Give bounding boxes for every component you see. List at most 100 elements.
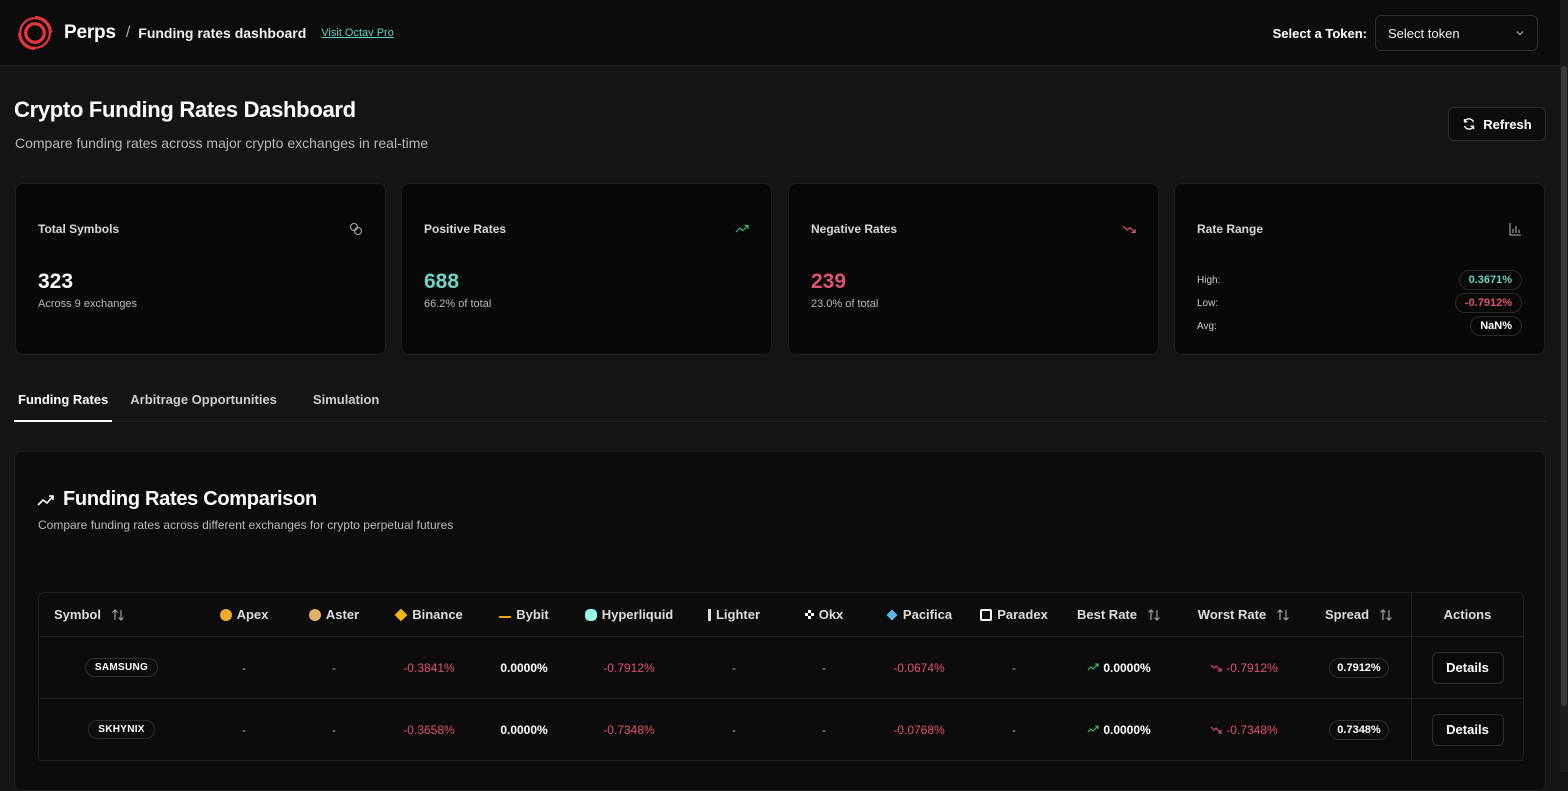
positive-rates-card: Positive Rates 688 66.2% of total (401, 183, 772, 355)
details-button[interactable]: Details (1431, 651, 1504, 684)
table-row: SKHYNIX - - -0.3658% 0.0000% -0.7348% - … (39, 699, 1523, 761)
bybit-logo-icon (499, 612, 512, 618)
column-header-label: Spread (1324, 607, 1370, 622)
column-header-label: Paradex (997, 607, 1048, 622)
best-rate-value: 0.0000% (1103, 660, 1151, 675)
binance-rate: -0.3841% (403, 660, 455, 675)
column-header-symbol[interactable]: Symbol (54, 593, 204, 636)
token-selector-group: Select a Token: Select token (1273, 15, 1538, 51)
range-high-row: High: 0.3671% (1197, 270, 1522, 290)
tab-simulation[interactable]: Simulation (312, 392, 380, 407)
lighter-logo-icon (707, 608, 711, 621)
symbol-cell: SKHYNIX (54, 699, 189, 760)
apex-rate: - (242, 660, 246, 675)
column-header-hyperliquid: Hyperliquid (569, 593, 689, 636)
trending-up-icon (1087, 663, 1099, 671)
page-subtitle: Compare funding rates across major crypt… (15, 135, 429, 151)
okx-logo-icon (804, 610, 814, 619)
page-title: Crypto Funding Rates Dashboard (14, 97, 356, 122)
top-bar: Perps / Funding rates dashboard Visit Oc… (0, 0, 1560, 66)
symbol-badge: SAMSUNG (84, 658, 159, 677)
column-header-okx: Okx (779, 593, 869, 636)
panel-subtitle: Compare funding rates across different e… (38, 518, 454, 532)
column-header-label: Binance (412, 607, 463, 622)
range-avg-label: Avg: (1197, 320, 1217, 332)
column-header-label: Hyperliquid (601, 607, 674, 622)
hyperliquid-logo-icon (584, 608, 597, 621)
hyperliquid-rate: -0.7348% (603, 722, 655, 737)
trending-up-icon (735, 224, 749, 233)
brand-name[interactable]: Perps (64, 21, 116, 43)
trending-down-icon (1210, 726, 1222, 734)
total-symbols-value: 323 (38, 270, 74, 293)
refresh-button-label: Refresh (1483, 116, 1532, 132)
column-header-label: Lighter (715, 607, 761, 622)
column-header-label: Okx (818, 607, 844, 622)
pacifica-rate: -0.0674% (893, 660, 945, 675)
trending-up-icon (37, 494, 54, 506)
details-button[interactable]: Details (1431, 713, 1504, 746)
range-avg-row: Avg: NaN% (1197, 316, 1522, 336)
spread-cell: 0.7912% (1309, 637, 1409, 698)
trending-up-icon (1087, 725, 1099, 733)
range-low-value: -0.7912% (1454, 293, 1522, 313)
coins-icon (349, 222, 363, 236)
hyperliquid-rate: -0.7912% (603, 660, 655, 675)
total-symbols-sub: Across 9 exchanges (38, 298, 138, 310)
chevron-down-icon (1516, 31, 1524, 36)
column-header-apex: Apex (199, 593, 289, 636)
aster-rate: - (332, 722, 336, 737)
tab-funding-rates[interactable]: Funding Rates (14, 382, 113, 422)
tab-arbitrage-opportunities[interactable]: Arbitrage Opportunities (130, 392, 277, 407)
column-header-bybit: Bybit (479, 593, 569, 636)
sort-icon[interactable] (1276, 608, 1290, 622)
best-rate-cell: 0.0000% (1059, 637, 1179, 698)
range-high-label: High: (1197, 274, 1221, 286)
column-header-lighter: Lighter (689, 593, 779, 636)
sort-icon[interactable] (111, 608, 125, 622)
column-header-worst-rate[interactable]: Worst Rate (1179, 593, 1309, 636)
spread-badge: 0.7912% (1329, 657, 1389, 678)
aster-rate: - (332, 660, 336, 675)
worst-rate-cell: -0.7348% (1179, 699, 1309, 760)
funding-rates-panel: Funding Rates Comparison Compare funding… (14, 451, 1546, 791)
perps-logo-icon[interactable] (16, 14, 54, 52)
trending-down-icon (1122, 225, 1136, 234)
positive-rates-value: 688 (424, 270, 460, 293)
paradex-rate: - (1012, 660, 1016, 675)
card-label: Positive Rates (424, 222, 507, 236)
sort-icon[interactable] (1147, 608, 1161, 622)
negative-rates-sub: 23.0% of total (811, 298, 879, 310)
column-header-label: Actions (1443, 607, 1492, 622)
tab-bar: Funding Rates Arbitrage Opportunities Si… (14, 382, 1546, 422)
card-label: Rate Range (1197, 222, 1264, 236)
sort-icon[interactable] (1379, 608, 1393, 622)
column-header-label: Apex (236, 607, 269, 622)
column-header-label: Aster (325, 607, 360, 622)
best-rate-cell: 0.0000% (1059, 699, 1179, 760)
refresh-button[interactable]: Refresh (1448, 107, 1546, 141)
column-header-label: Worst Rate (1197, 607, 1267, 622)
trending-down-icon (1210, 664, 1222, 672)
token-select-dropdown[interactable]: Select token (1375, 15, 1538, 51)
bar-chart-icon (1509, 223, 1521, 236)
scrollbar-thumb[interactable] (1561, 66, 1567, 706)
spread-cell: 0.7348% (1309, 699, 1409, 760)
spread-badge: 0.7348% (1329, 719, 1389, 740)
rate-range-card: Rate Range High: 0.3671% Low: -0.7912% A… (1174, 183, 1545, 355)
positive-rates-sub: 66.2% of total (424, 298, 492, 310)
page-scrollbar[interactable] (1560, 0, 1568, 772)
range-avg-value: NaN% (1470, 316, 1522, 336)
binance-rate: -0.3658% (403, 722, 455, 737)
worst-rate-value: -0.7348% (1226, 722, 1278, 737)
column-header-label: Bybit (516, 607, 549, 622)
column-header-binance: Binance (379, 593, 479, 636)
binance-logo-icon (394, 608, 408, 621)
column-header-actions: Actions (1411, 593, 1523, 636)
column-header-best-rate[interactable]: Best Rate (1059, 593, 1179, 636)
visit-octav-pro-link[interactable]: Visit Octav Pro (321, 26, 394, 39)
card-label: Total Symbols (38, 222, 120, 236)
refresh-icon (1464, 118, 1475, 130)
best-rate-value: 0.0000% (1103, 722, 1151, 737)
column-header-spread[interactable]: Spread (1309, 593, 1409, 636)
